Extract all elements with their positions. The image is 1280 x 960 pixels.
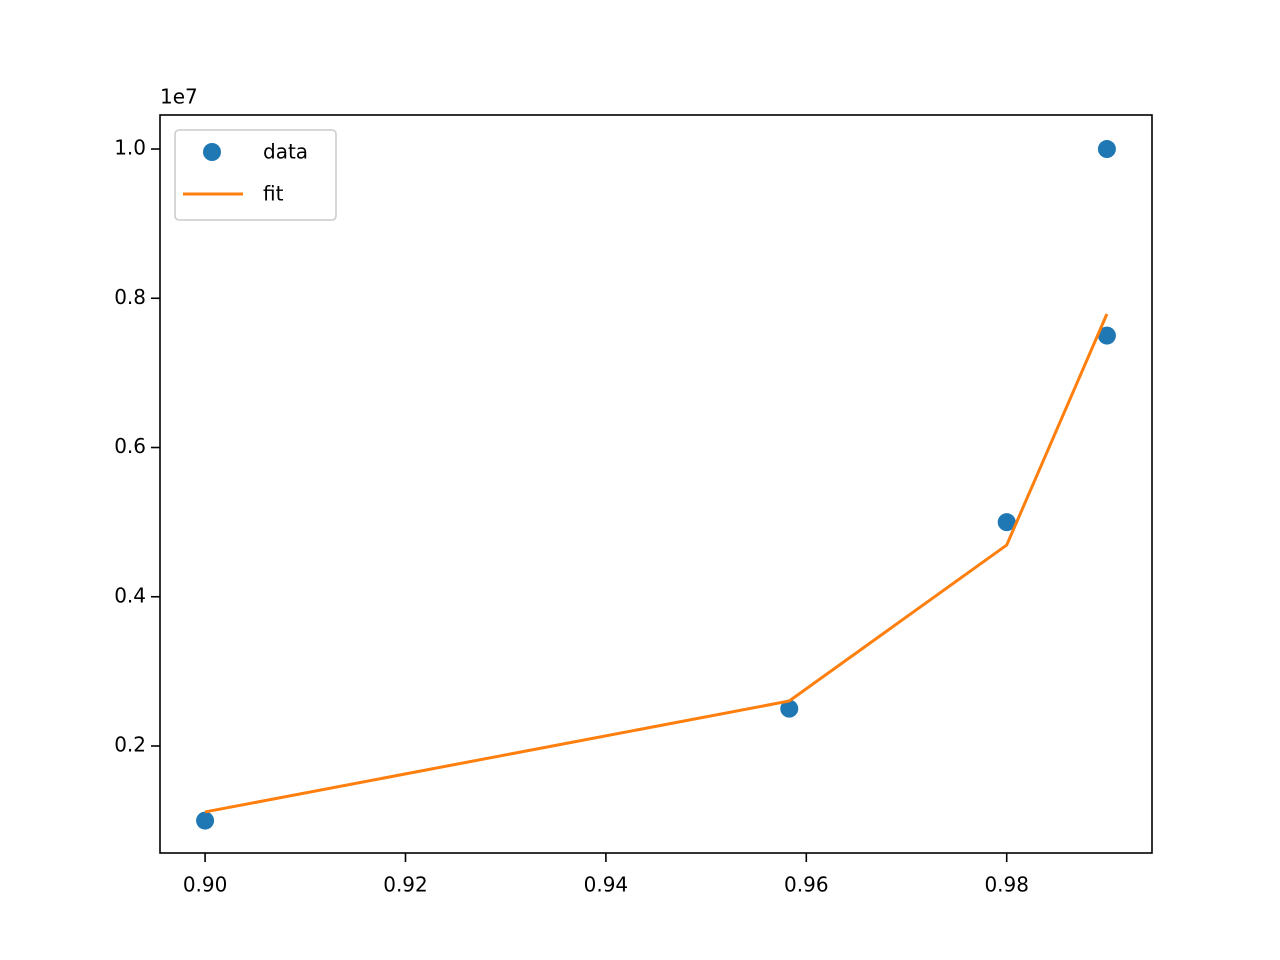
y-tick-label: 1.0	[114, 136, 146, 160]
data-point	[196, 811, 215, 830]
data-point	[1097, 326, 1116, 345]
y-tick-label: 0.8	[114, 285, 146, 309]
legend-label: data	[263, 140, 308, 164]
y-offset-label: 1e7	[160, 85, 198, 109]
x-tick-label: 0.92	[383, 873, 428, 897]
y-tick-label: 0.4	[114, 583, 146, 607]
plot-frame	[159, 114, 1153, 854]
legend-box	[174, 129, 337, 221]
y-tick-label: 0.2	[114, 732, 146, 756]
legend-label: fit	[263, 182, 284, 206]
legend-marker	[203, 143, 221, 161]
x-tick-label: 0.96	[784, 873, 829, 897]
data-point	[1097, 140, 1116, 159]
x-tick-label: 0.98	[984, 873, 1029, 897]
data-point	[780, 699, 799, 718]
fit-line	[204, 313, 1109, 814]
y-tick-label: 0.6	[114, 434, 146, 458]
x-tick-label: 0.90	[183, 873, 228, 897]
x-tick-label: 0.94	[584, 873, 629, 897]
data-point	[997, 513, 1016, 532]
